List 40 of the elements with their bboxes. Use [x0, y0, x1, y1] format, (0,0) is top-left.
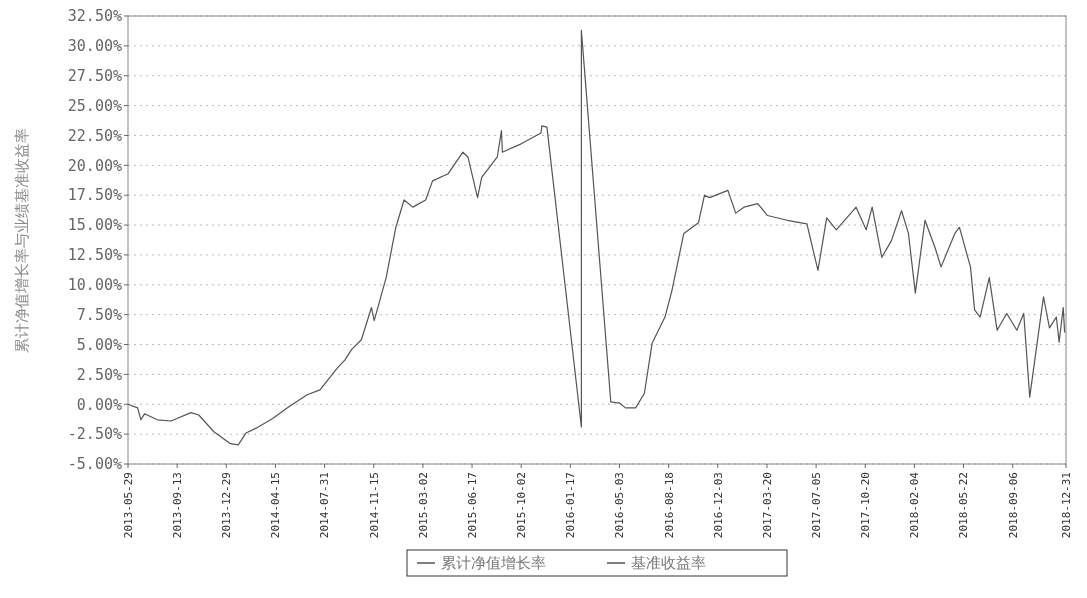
legend-label: 累计净值增长率	[441, 554, 546, 573]
x-tick-label: 2015-06-17	[465, 472, 479, 539]
y-tick-label: -5.00%	[67, 455, 122, 474]
y-tick-label: 30.00%	[67, 37, 122, 56]
y-tick-label: 27.50%	[67, 66, 122, 85]
y-tick-label: 17.50%	[67, 186, 122, 205]
y-tick-label: 15.00%	[67, 216, 122, 235]
x-tick-label: 2013-09-13	[171, 472, 184, 539]
y-tick-label: 10.00%	[67, 276, 122, 295]
x-tick-label: 2018-05-22	[957, 472, 971, 539]
x-tick-label: 2017-03-20	[760, 472, 774, 539]
y-tick-label: 7.50%	[76, 305, 122, 324]
x-tick-label: 2017-10-20	[859, 472, 873, 539]
x-tick-label: 2016-01-17	[564, 472, 578, 539]
y-tick-label: 5.00%	[76, 335, 122, 354]
y-tick-label: 32.50%	[67, 7, 122, 26]
x-tick-label: 2015-03-02	[416, 472, 430, 539]
x-tick-label: 2016-08-18	[662, 472, 676, 539]
x-tick-label: 2014-11-15	[367, 472, 381, 539]
y-tick-label: 12.50%	[67, 246, 122, 265]
y-tick-label: 2.50%	[76, 365, 122, 384]
y-tick-label: 22.50%	[67, 126, 122, 145]
y-axis-title: 累计净值增长率与业绩基准收益率	[13, 127, 32, 353]
x-tick-label: 2014-07-31	[318, 472, 332, 539]
x-tick-label: 2015-10-02	[515, 472, 529, 539]
line-series	[127, 29, 1066, 446]
y-tick-label: 25.00%	[67, 96, 122, 115]
legend-label: 基准收益率	[631, 554, 706, 573]
x-tick-label: 2017-07-05	[809, 472, 823, 539]
x-tick-label: 2014-04-15	[269, 472, 283, 539]
x-tick-label: 2018-12-31	[1059, 472, 1073, 539]
x-tick-label: 2016-12-03	[711, 472, 725, 539]
x-tick-label: 2018-02-04	[908, 471, 922, 539]
x-tick-label: 2018-09-06	[1006, 472, 1020, 539]
x-tick-label: 2013-05-29	[121, 472, 135, 539]
x-tick-label: 2013-12-29	[220, 472, 234, 539]
y-tick-label: 20.00%	[67, 156, 122, 175]
x-tick-label: 2016-05-03	[613, 472, 627, 539]
y-tick-label: 0.00%	[76, 395, 122, 414]
y-tick-label: -2.50%	[67, 425, 122, 444]
